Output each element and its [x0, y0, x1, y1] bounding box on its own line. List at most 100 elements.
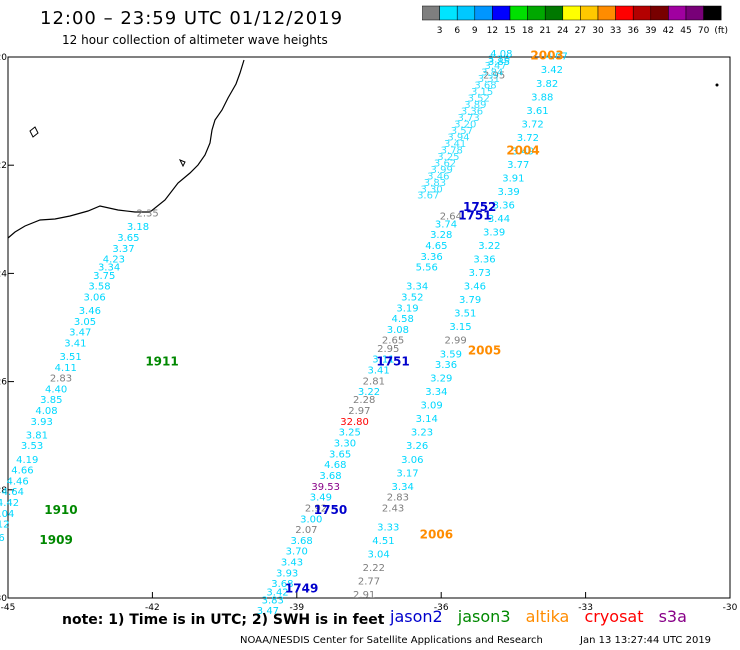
swh-value: 2.81 [363, 376, 385, 387]
color-swatch [650, 5, 669, 21]
swh-value: 3.93 [31, 417, 53, 428]
dense-track-value: 3.25 [437, 152, 459, 163]
swh-value: 3.36 [473, 255, 495, 266]
swh-value: 2.97 [348, 406, 370, 417]
swh-value: 4.65 [425, 241, 447, 252]
swh-value: 3.37 [112, 244, 134, 255]
plot-axes: -45-42-39-36-33-30-20-22-24-26-28-30 [0, 53, 738, 613]
swh-value: 3.34 [406, 282, 428, 293]
y-tick-label: -24 [0, 269, 7, 279]
x-tick-label: -45 [1, 603, 16, 613]
y-tick-label: -26 [0, 378, 7, 388]
swh-value: 3.42 [266, 587, 288, 598]
color-swatch [456, 5, 476, 21]
dense-track-value: 3.67 [417, 191, 439, 202]
y-tick-label: -28 [0, 486, 7, 496]
dense-track-value: 3.15 [471, 87, 493, 98]
swh-value: 3.23 [411, 428, 433, 439]
swh-value: 2.64 [440, 211, 462, 222]
dense-track-value: 3.47 [484, 61, 506, 72]
swh-value: 3.49 [310, 493, 332, 504]
swh-value: 3.59 [440, 349, 462, 360]
swh-value: 3.51 [454, 309, 476, 320]
legend-cryosat: cryosat [584, 607, 644, 626]
swh-value: 3.33 [377, 522, 399, 533]
swh-value: 5.56 [416, 263, 438, 274]
color-swatch [685, 5, 704, 21]
swh-value: 3.68 [319, 471, 341, 482]
swh-value: 2.95 [377, 344, 399, 355]
color-swatch [544, 5, 564, 21]
swh-value: 3.18 [127, 222, 149, 233]
pass-time-label: 2005 [468, 344, 501, 358]
color-swatch [492, 5, 511, 21]
swh-value: 3.06 [401, 455, 423, 466]
swh-value: 3.77 [507, 160, 529, 171]
color-scale-label: 24 [557, 26, 569, 36]
swh-value: 3.85 [488, 57, 510, 68]
dense-track-value: 3.30 [420, 184, 442, 195]
pass-time-label: 1910 [44, 503, 77, 517]
swh-value: 3.91 [502, 173, 524, 184]
color-scale-label: (ft) [714, 26, 728, 36]
color-swatch [509, 5, 528, 21]
coastline [7, 59, 719, 239]
swh-value: 2.35 [136, 209, 158, 220]
x-tick-label: -30 [723, 603, 738, 613]
color-scale-label: 15 [504, 26, 515, 36]
swh-value: 3.65 [329, 449, 351, 460]
swh-value: 4.04 [0, 509, 14, 520]
swh-value: 3.65 [117, 233, 139, 244]
swh-value: 3.41 [64, 338, 86, 349]
color-swatch [562, 5, 581, 21]
pass-time-label: 1750 [314, 503, 347, 517]
swh-value: 3.88 [531, 92, 553, 103]
dense-track-value: 3.52 [468, 93, 490, 104]
swh-value: 3.15 [449, 322, 471, 333]
swh-value: 3.34 [392, 482, 414, 493]
color-swatch [527, 5, 546, 21]
swh-value: 3.46 [79, 306, 101, 317]
swh-value: 3.14 [416, 414, 438, 425]
color-scale-label: 6 [454, 26, 460, 36]
color-swatch [422, 5, 440, 21]
dense-track-value: 3.99 [431, 165, 453, 176]
color-scale-label: 21 [539, 26, 550, 36]
dense-track-value: 3.20 [454, 119, 476, 130]
y-tick-label: -30 [0, 594, 7, 604]
swh-value: 2.22 [363, 563, 385, 574]
swh-value: 3.39 [483, 228, 505, 239]
swh-value: 3.39 [497, 187, 519, 198]
swh-value: 3.28 [430, 230, 452, 241]
dense-track-value: 3.31 [478, 74, 500, 85]
dense-track-value: 3.62 [434, 158, 456, 169]
pass-time-label: 1751 [376, 354, 409, 368]
color-scale-legend: 3 6 9 12 15 18 21 24 27 30 33 36 39 42 45 70 (ft) [422, 5, 728, 36]
plot-frame [7, 56, 731, 599]
swh-value: 39.53 [311, 482, 340, 493]
color-scale-label: 70 [698, 26, 710, 36]
pass-time-label: 2004 [506, 143, 539, 157]
color-scale-label: 39 [645, 26, 657, 36]
dense-track-value: 3.41 [444, 139, 466, 150]
swh-value: 2.83 [387, 493, 409, 504]
swh-value: 3.17 [396, 468, 418, 479]
swh-value: 3.44 [488, 214, 510, 225]
swh-value: 3.05 [74, 317, 96, 328]
swh-value: 3.93 [276, 568, 298, 579]
color-scale-label: 42 [663, 26, 674, 36]
swh-value: 4.64 [2, 487, 24, 498]
dense-track-value: 3.10 [488, 54, 510, 65]
dense-track-value: 3.68 [474, 80, 496, 91]
swh-value: 3.22 [478, 241, 500, 252]
color-scale-label: 27 [575, 26, 586, 36]
swh-value: 2.91 [353, 590, 375, 601]
swh-value: 2.99 [445, 336, 467, 347]
swh-value: 3.41 [367, 365, 389, 376]
swh-value: 3.53 [21, 441, 43, 452]
swh-value: 3.83 [262, 595, 284, 606]
swh-value: 3.51 [59, 352, 81, 363]
swh-value: 3.68 [290, 536, 312, 547]
swh-value: 2.92 [305, 503, 327, 514]
dense-track-value: 3.73 [458, 113, 480, 124]
